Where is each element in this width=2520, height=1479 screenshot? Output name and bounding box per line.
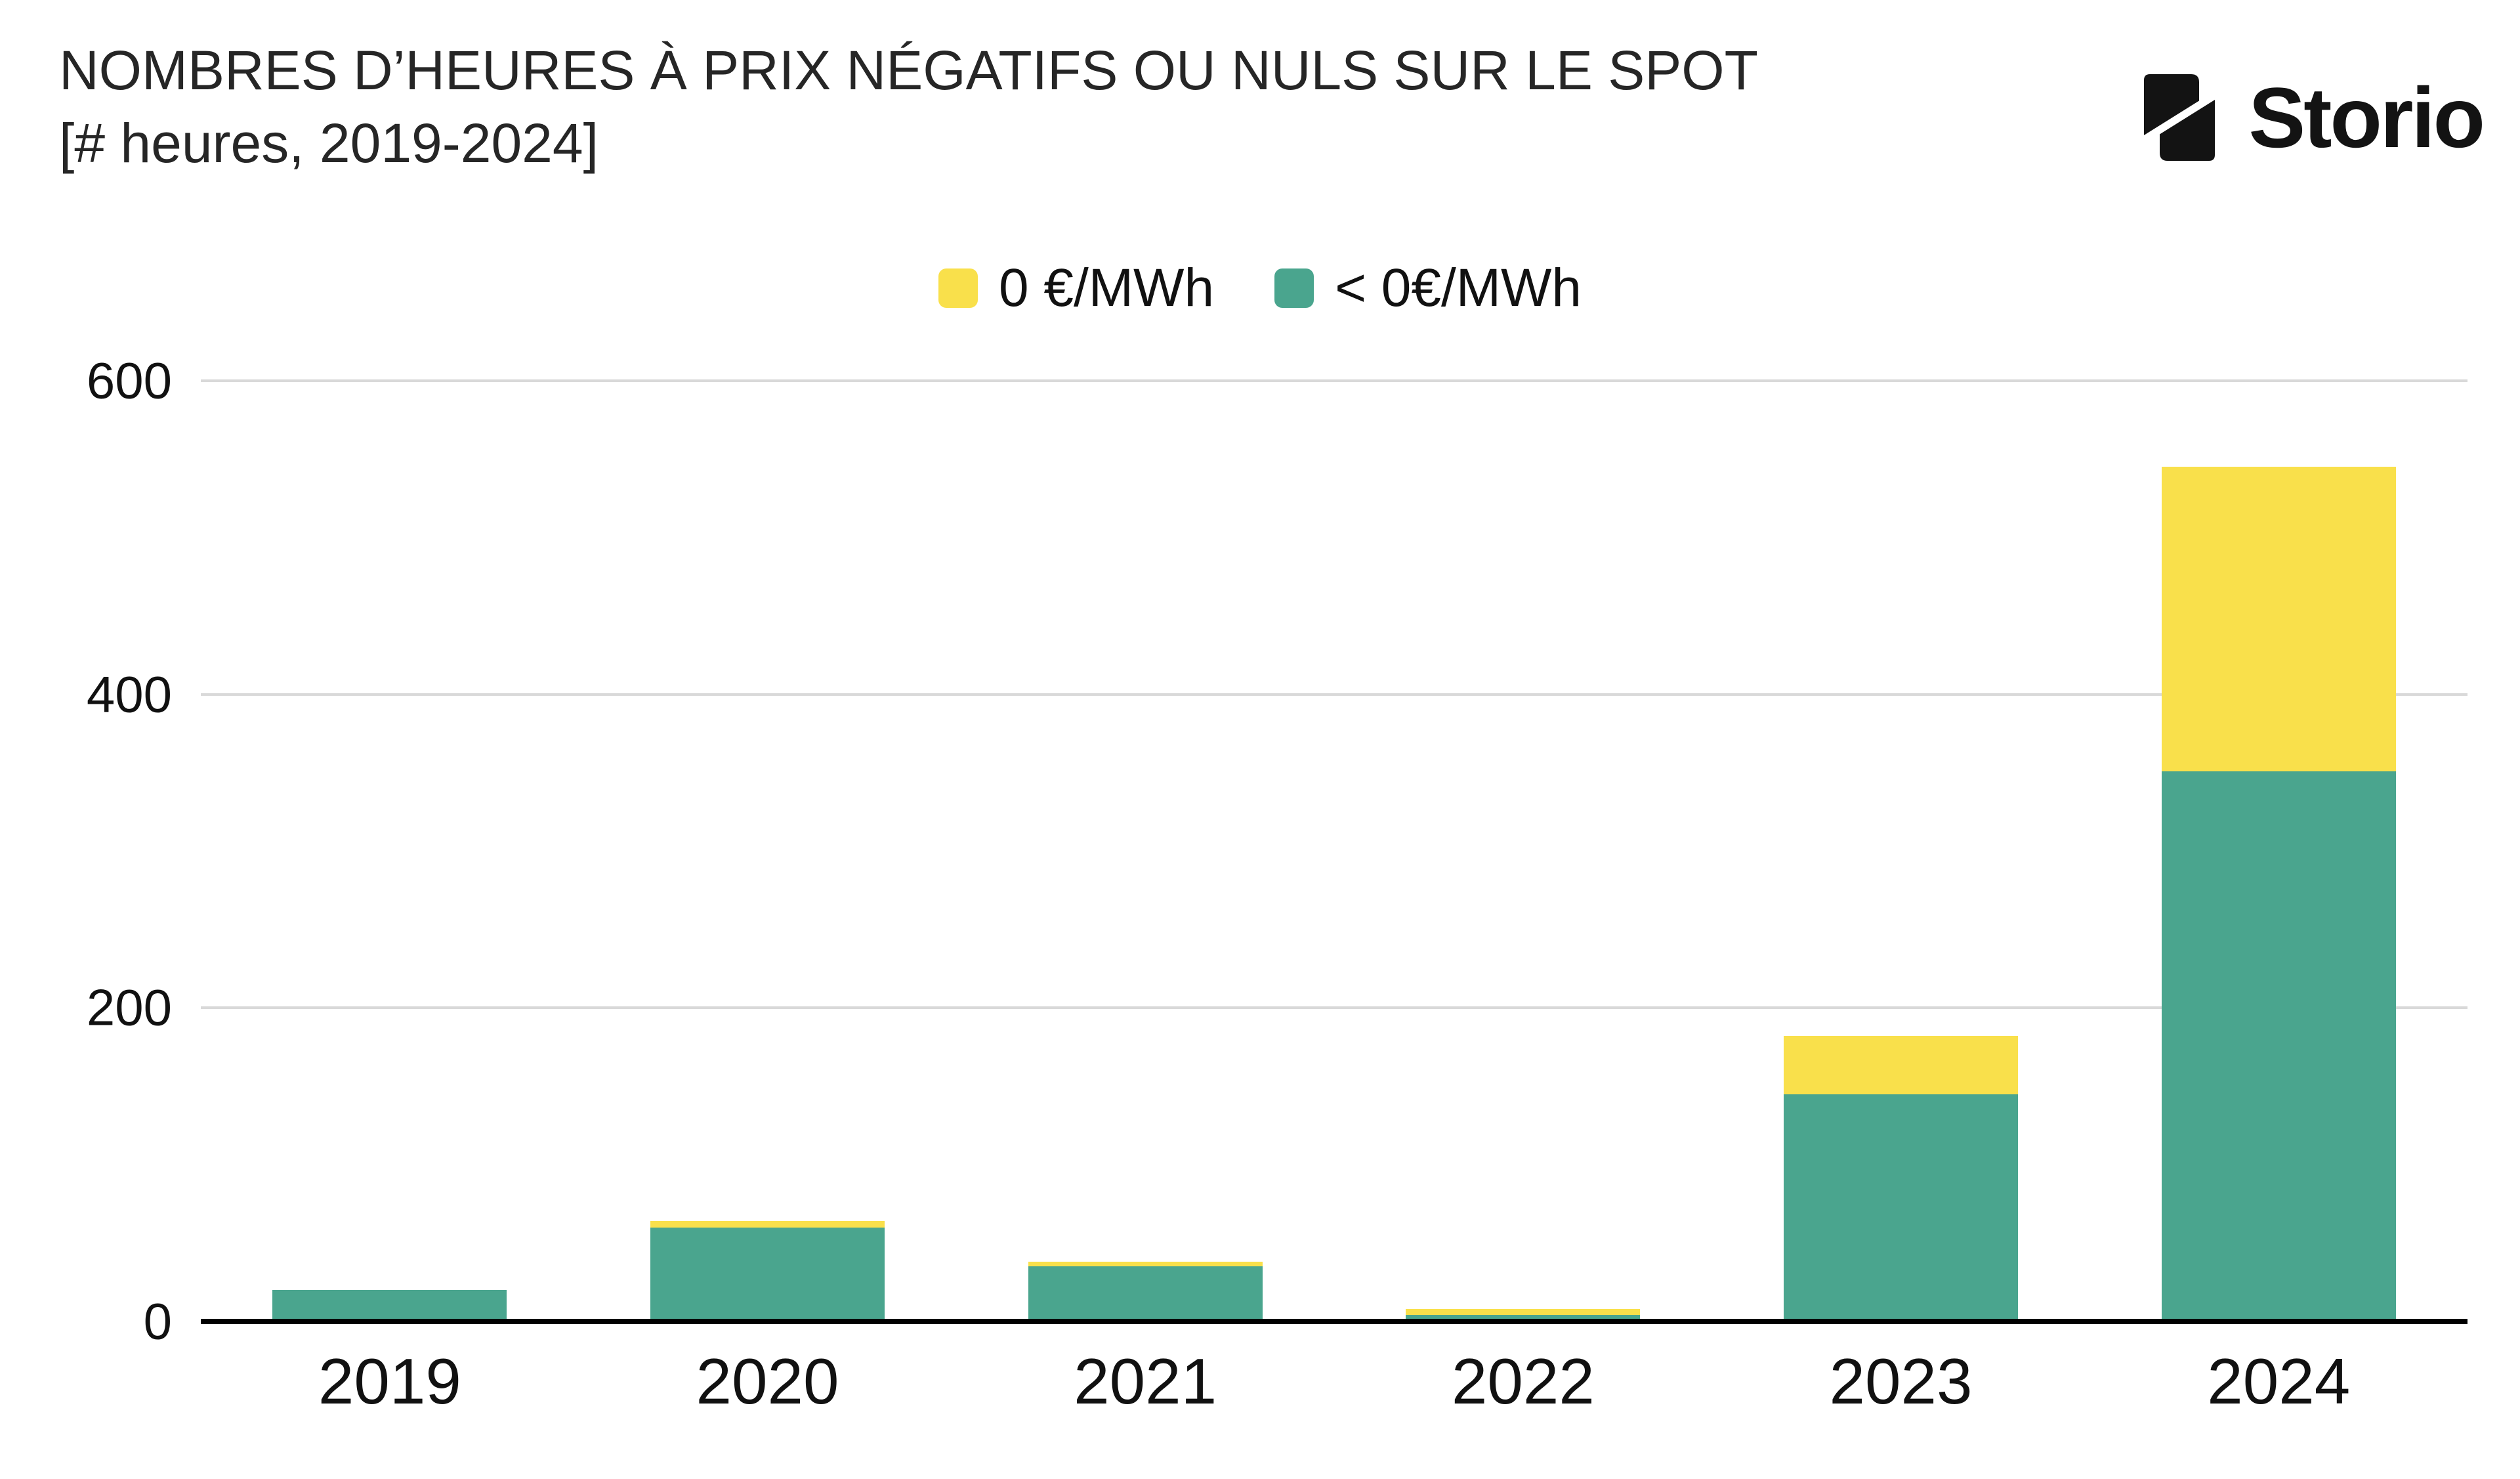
bar-column-2024 <box>2090 381 2468 1321</box>
gridline-600 <box>201 379 2468 382</box>
plot-area <box>201 379 2468 1324</box>
bar-segment-2020-zero <box>650 1221 885 1228</box>
y-tick-label-0: 0 <box>143 1292 172 1350</box>
storio-logo-text: Storio <box>2248 70 2485 165</box>
bar-2023 <box>1784 381 2018 1321</box>
x-axis: 2019 2020 2021 2022 2023 2024 <box>201 1344 2468 1419</box>
x-tick-label-2022: 2022 <box>1451 1345 1595 1417</box>
bar-segment-2023-negative <box>1784 1094 2018 1321</box>
x-tick-label-2024: 2024 <box>2207 1345 2351 1417</box>
x-tick-label-2021: 2021 <box>1074 1345 1217 1417</box>
bar-segment-2019-negative <box>272 1290 507 1321</box>
bar-column-2023 <box>1712 381 2090 1321</box>
legend-item-1: < 0€/MWh <box>1274 257 1582 319</box>
y-tick-label-400: 400 <box>86 665 172 723</box>
bar-segment-2022-zero <box>1406 1308 1641 1316</box>
legend-item-0: 0 €/MWh <box>938 257 1214 319</box>
legend-swatch-0 <box>938 268 978 308</box>
bar-segment-2020-negative <box>650 1227 885 1321</box>
legend: 0 €/MWh < 0€/MWh <box>0 257 2520 319</box>
bar-segment-2024-zero <box>2161 467 2396 771</box>
bar-column-2022 <box>1334 381 1712 1321</box>
x-tick-label-2023: 2023 <box>1829 1345 1973 1417</box>
bar-2021 <box>1028 381 1263 1321</box>
gridline-400 <box>201 693 2468 696</box>
storio-logo-icon <box>2144 74 2216 161</box>
chart-subtitle: [# heures, 2019-2024] <box>59 112 598 174</box>
chart-header: NOMBRES D’HEURES À PRIX NÉGATIFS OU NULS… <box>59 34 2485 180</box>
x-tick-label-2020: 2020 <box>696 1345 839 1417</box>
bar-2022 <box>1406 381 1641 1321</box>
storio-logo: Storio <box>2130 68 2485 167</box>
y-tick-label-200: 200 <box>86 978 172 1037</box>
x-axis-baseline <box>201 1319 2468 1324</box>
bar-segment-2021-negative <box>1028 1266 1263 1321</box>
gridline-200 <box>201 1006 2468 1010</box>
y-tick-label-600: 600 <box>86 351 172 410</box>
legend-label-1: < 0€/MWh <box>1335 258 1582 318</box>
bar-segment-2023-zero <box>1784 1036 2018 1094</box>
bar-segment-2024-negative <box>2161 771 2396 1321</box>
bar-2019 <box>272 381 507 1321</box>
legend-swatch-1 <box>1274 268 1314 308</box>
bar-segment-2021-zero <box>1028 1262 1263 1267</box>
chart-title: NOMBRES D’HEURES À PRIX NÉGATIFS OU NULS… <box>59 39 1758 101</box>
bar-column-2020 <box>579 381 957 1321</box>
bar-2024 <box>2161 381 2396 1321</box>
x-tick-label-2019: 2019 <box>318 1345 461 1417</box>
y-axis: 0 200 400 600 <box>0 352 172 1350</box>
bars-container <box>201 381 2468 1321</box>
bar-2020 <box>650 381 885 1321</box>
title-block: NOMBRES D’HEURES À PRIX NÉGATIFS OU NULS… <box>59 34 1758 180</box>
bar-column-2019 <box>201 381 579 1321</box>
bar-column-2021 <box>956 381 1334 1321</box>
bar-segment-2022-negative <box>1406 1315 1641 1321</box>
legend-label-0: 0 €/MWh <box>998 258 1215 318</box>
